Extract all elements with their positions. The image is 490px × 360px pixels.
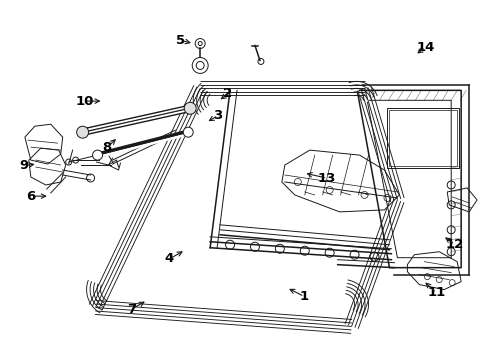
Text: 5: 5 <box>175 33 185 47</box>
Text: 14: 14 <box>416 41 435 54</box>
Circle shape <box>76 126 89 138</box>
Circle shape <box>183 127 193 137</box>
Text: 3: 3 <box>214 109 223 122</box>
Text: 13: 13 <box>318 172 336 185</box>
Text: 11: 11 <box>427 287 445 300</box>
Text: 12: 12 <box>446 238 464 251</box>
Text: 6: 6 <box>26 190 36 203</box>
Circle shape <box>184 102 196 114</box>
Text: 8: 8 <box>102 141 112 154</box>
Text: 10: 10 <box>75 95 94 108</box>
Text: 1: 1 <box>300 290 309 303</box>
Text: 7: 7 <box>127 303 136 316</box>
Text: 4: 4 <box>165 252 174 265</box>
Text: 2: 2 <box>223 87 232 100</box>
Text: 9: 9 <box>20 159 29 172</box>
Circle shape <box>93 150 102 160</box>
